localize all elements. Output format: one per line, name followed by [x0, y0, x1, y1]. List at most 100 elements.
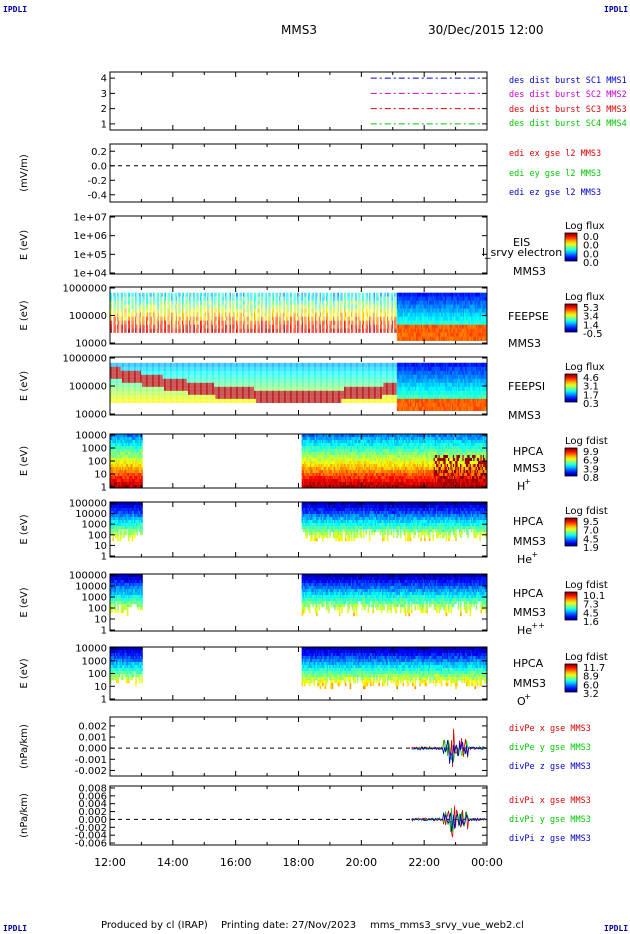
colorbar-title: Log flux: [565, 221, 605, 232]
instrument-label: HPCA: [513, 587, 544, 600]
ytick-label: 10: [94, 470, 107, 481]
colorbar-tick: 0.0: [583, 232, 599, 243]
legend-entry: edi ey gse l2 MMS3: [509, 169, 601, 179]
xtick-label: 00:00: [471, 856, 503, 869]
colorbar: [564, 303, 578, 333]
ytick-label: 0.2: [91, 147, 107, 158]
ytick-label: -0.001: [75, 755, 107, 766]
panel-p4: 1000000 100000 10000 E (eV) FEEPSE MMS3 Log fl…: [19, 284, 605, 351]
ytick-label: -0.2: [87, 176, 107, 187]
ylabel-p6: E (eV): [19, 446, 30, 476]
colorbar-title: Log fdist: [565, 652, 608, 663]
colorbar-tick: 4.6: [583, 373, 599, 384]
ylabel-p11: (nPa/km): [19, 793, 30, 838]
spectrogram-p4: [110, 292, 487, 341]
ytick-label: 0.000: [78, 744, 107, 755]
legend-entry: divPi y gse MMS3: [509, 815, 591, 825]
ytick-label: 1: [101, 695, 107, 706]
species-charge: ++: [531, 621, 544, 630]
ytick-label: 1000: [82, 444, 107, 455]
spectrogram-p8: [110, 574, 487, 617]
legend-entry: divPe x gse MMS3: [509, 724, 591, 734]
ytick-label: 0.002: [78, 807, 107, 818]
legend-entry: divPe z gse MMS3: [509, 762, 591, 772]
spectrogram-p9: [110, 647, 487, 690]
colorbar-tick: 1.4: [583, 320, 599, 331]
xtick-label: 12:00: [94, 856, 126, 869]
spacecraft-label: MMS3: [513, 462, 546, 475]
instrument-label: HPCA: [513, 515, 544, 528]
species-charge: +: [524, 692, 531, 701]
ytick-label: 2: [101, 104, 107, 115]
ytick-label: -0.006: [75, 839, 107, 850]
ytick-label: 1000: [82, 520, 107, 531]
ytick-label: 1: [101, 552, 107, 563]
ytick-label: 1e+07: [73, 213, 107, 224]
colorbar-title: Log fdist: [565, 580, 608, 591]
frame-p1: [109, 71, 488, 131]
ytick-label: 1000: [82, 656, 107, 667]
frame-p10: [109, 716, 488, 777]
spectrogram-p6: [110, 434, 487, 488]
species-label: H: [517, 480, 525, 493]
ytick-label: 100000: [69, 499, 107, 510]
colorbar-title: Log fdist: [565, 436, 608, 447]
spectrogram-p7: [110, 502, 487, 542]
species-label: O: [517, 695, 526, 708]
colorbar-title: Log flux: [565, 362, 605, 373]
ylabel-p10: (nPa/km): [19, 724, 30, 769]
spacecraft-label: MMS3: [513, 265, 546, 278]
ytick-label: 4: [101, 74, 107, 85]
colorbar-tick: 9.9: [583, 447, 599, 458]
colorbar-tick: 3.4: [583, 312, 599, 323]
colorbar-tick: 7.0: [583, 526, 599, 537]
ylabel-p7: E (eV): [19, 514, 30, 544]
legend-entry: edi ez gse l2 MMS3: [509, 188, 601, 198]
ytick-label: 10000: [75, 410, 107, 421]
xtick-label: 22:00: [408, 856, 440, 869]
panel-p5: 1000000 100000 10000 E (eV) FEEPSI MMS3 Log fl…: [19, 354, 605, 423]
legend-entry: des dist burst SC1 MMS1: [509, 76, 627, 86]
colorbar-tick: 3.2: [583, 689, 599, 700]
legend-entry: des dist burst SC4 MMS4: [509, 119, 627, 129]
instrument-label: HPCA: [513, 657, 544, 670]
legend-entry: divPi x gse MMS3: [509, 796, 591, 806]
panel-p3: 1e+07 1e+06 1e+05 1e+04 E (eV) EIS MMS3 l_srvy …: [19, 213, 605, 280]
spacecraft-label: MMS3: [513, 606, 546, 619]
ytick-label: 10000: [75, 431, 107, 442]
ytick-label: 0.002: [78, 721, 107, 732]
colorbar-tick: -0.5: [583, 329, 603, 340]
ytick-label: 1000: [82, 593, 107, 604]
ytick-label: 10000: [75, 582, 107, 593]
colorbar-tick: 7.3: [583, 600, 599, 611]
ytick-label: 0.008: [78, 783, 107, 794]
spacecraft-title: MMS3: [281, 23, 317, 37]
ylabel-p8: E (eV): [19, 587, 30, 617]
ytick-label: 100: [88, 530, 107, 541]
corner-label-top-right: IPDLI: [604, 5, 629, 14]
legend-entry: edi ex gse l2 MMS3: [509, 149, 601, 159]
ytick-label: 10: [94, 615, 107, 626]
colorbar-title: Log fdist: [565, 506, 608, 517]
spacecraft-label: MMS3: [513, 535, 546, 548]
ytick-label: -0.004: [75, 831, 107, 842]
colorbar-tick: 11.7: [583, 663, 605, 674]
colorbar: [564, 591, 578, 621]
ytick-label: 100000: [69, 382, 107, 393]
colorbar-tick: 9.5: [583, 517, 599, 528]
ytick-label: 0.0: [91, 161, 107, 172]
colorbar-tick: 0.8: [583, 473, 599, 484]
ytick-label: 10: [94, 541, 107, 552]
corner-label-top-left: IPDLI: [3, 5, 28, 14]
colorbar-tick: 0.0: [583, 241, 599, 252]
ylabel-p4: E (eV): [19, 300, 30, 330]
footer-filename: mms_mms3_srvy_vue_web2.cl: [370, 920, 524, 931]
corner-label-bottom-right: IPDLI: [604, 924, 629, 933]
panel-p1: 4 3 2 1 des dist burst SC1 MMS1 des dist burs…: [101, 71, 627, 131]
colorbar: [564, 232, 578, 262]
ytick-label: 3: [101, 89, 107, 100]
legend-entry: des dist burst SC2 MMS2: [509, 90, 627, 100]
panel-p11: 0.0080.0060.0040.0020.000-0.002-0.004-0.…: [19, 783, 591, 849]
